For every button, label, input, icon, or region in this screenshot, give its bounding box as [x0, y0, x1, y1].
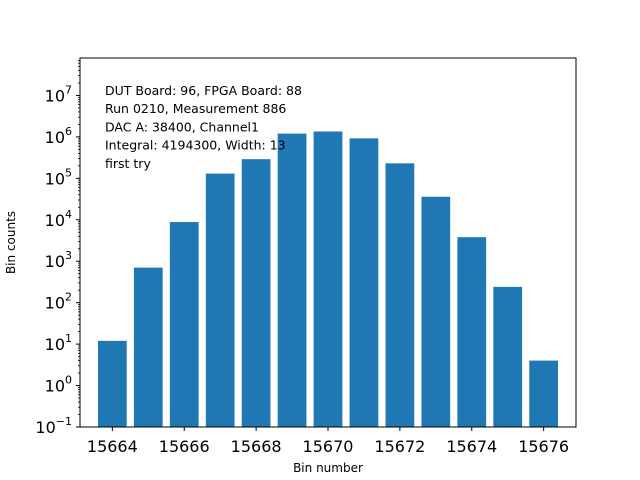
annotation-line: first try — [105, 156, 151, 171]
y-tick-label: 100 — [45, 374, 72, 396]
bar-15672 — [385, 163, 415, 427]
annotation-box: DUT Board: 96, FPGA Board: 88 Run 0210, M… — [105, 83, 302, 171]
x-tick-label: 15672 — [374, 437, 425, 456]
bar-15670 — [313, 131, 343, 427]
y-tick-label: 105 — [45, 166, 72, 188]
x-tick-label: 15664 — [87, 437, 138, 456]
bars-group — [97, 131, 559, 428]
annotation-line: Integral: 4194300, Width: 13 — [105, 138, 286, 153]
bar-15669 — [277, 133, 307, 427]
bar-15674 — [457, 237, 487, 427]
bar-15667 — [205, 173, 235, 427]
y-axis-ticks: 10−1 100 101 102 103 104 105 106 107 — [35, 60, 80, 437]
x-tick-label: 15670 — [303, 437, 354, 456]
x-tick-label: 15668 — [231, 437, 282, 456]
bar-15673 — [421, 196, 451, 427]
y-tick-label: 104 — [45, 208, 72, 230]
x-axis-label: Bin number — [293, 461, 363, 475]
y-tick-label: 107 — [45, 83, 72, 105]
y-tick-label: 102 — [45, 291, 72, 313]
bar-15675 — [493, 286, 523, 427]
x-axis-ticks: 15664 15666 15668 15670 15672 15674 15676 — [87, 427, 569, 456]
annotation-line: Run 0210, Measurement 886 — [105, 101, 286, 116]
bar-15668 — [241, 159, 271, 428]
x-tick-label: 15666 — [159, 437, 210, 456]
annotation-line: DAC A: 38400, Channel1 — [105, 119, 259, 134]
x-tick-label: 15674 — [446, 437, 497, 456]
bar-15671 — [349, 138, 379, 427]
y-axis-label: Bin counts — [4, 211, 18, 274]
bar-15664 — [97, 340, 127, 427]
y-tick-label: 10−1 — [35, 415, 72, 437]
bar-15665 — [133, 267, 163, 427]
y-tick-label: 101 — [45, 332, 72, 354]
y-tick-label: 103 — [45, 249, 72, 271]
annotation-line: DUT Board: 96, FPGA Board: 88 — [105, 83, 302, 98]
x-tick-label: 15676 — [518, 437, 569, 456]
bar-15666 — [169, 222, 199, 427]
y-tick-label: 106 — [45, 125, 72, 147]
bar-15676 — [529, 360, 559, 427]
